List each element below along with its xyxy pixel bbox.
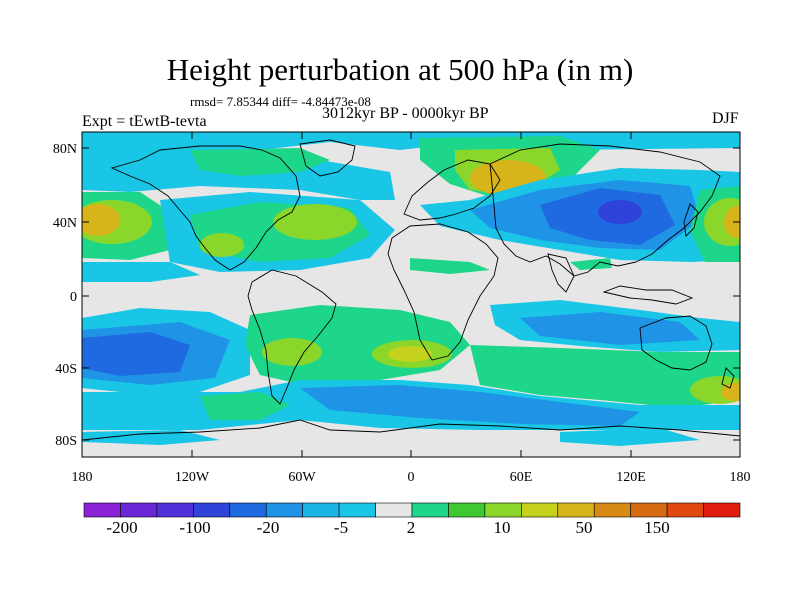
field-south-pacific-deep [82,332,190,376]
lon-tick-label: 60E [510,470,533,485]
colorbar-swatch [83,502,121,518]
figure-title: Height perturbation at 500 hPa (in m) [166,52,634,87]
field-sp-east-yellow [690,376,740,404]
field-antarctic-blue [82,430,220,445]
lat-tick-label: 80S [55,434,77,449]
colorbar-swatch [375,502,413,518]
field-asia-green [570,258,612,270]
lon-tick-label: 120W [175,470,210,485]
lat-tick-label: 40S [55,362,77,377]
colorbar-label: -5 [334,518,348,537]
latitude-axis: 80N 40N 0 40S 80S [53,142,740,449]
field-south-atlantic-green [200,392,290,420]
coast-japan [683,203,699,237]
experiment-label: Expt = tEwtB-tevta [82,113,207,130]
lat-tick-label: 40N [53,216,77,231]
lon-tick-label: 120E [616,470,646,485]
field-atlantic-yellow-west [200,233,244,257]
field-indian-blue [520,312,700,345]
colorbar-swatch [448,502,486,518]
colorbar-swatch [411,502,449,518]
longitude-axis: 180 120W 60W 0 60E 120E 180 [72,132,751,485]
colorbar-swatch [557,502,595,518]
coast-new-zealand [721,367,735,389]
coast-north-america [110,145,301,271]
coast-australia [639,315,713,371]
field-pacific-west-orange [82,204,120,236]
season-label: DJF [712,110,739,127]
colorbar-swatch [484,502,522,518]
field-canada-green [190,148,330,176]
field-south-indian-green [470,345,740,408]
colorbar-label: 150 [644,518,670,537]
colorbar-swatch [229,502,267,518]
coast-antarctica [82,419,740,441]
field-sp-east-orange [721,383,740,401]
colorbar-label: 50 [576,518,593,537]
colorbar-swatch [703,502,741,518]
lat-tick-label: 0 [70,290,77,305]
lon-tick-label: 180 [730,470,751,485]
rmsd-label: rmsd= 7.85344 diff= -4.84473e-08 [190,94,371,109]
colorbar-label: -100 [179,518,210,537]
coast-africa [387,223,499,361]
lat-tick-label: 80N [53,142,77,157]
field-southern-ocean-blue [300,385,640,426]
lon-tick-label: 60W [288,470,316,485]
colorbar-swatch [120,502,158,518]
colorbar [83,502,741,518]
lon-tick-label: 180 [72,470,93,485]
field-tropical-pacific-blue [82,262,200,282]
coastlines [82,139,740,441]
period-label: 3012kyr BP - 0000kyr BP [322,105,489,122]
colorbar-labels: -200 -100 -20 -5 2 10 50 150 [106,518,669,537]
coast-asia [489,143,721,277]
colorbar-label: -200 [106,518,137,537]
coast-europe [403,159,501,221]
colorbar-swatch [156,502,194,518]
colorbar-swatch [666,502,704,518]
field-africa-green [410,258,490,274]
field-atlantic-yellow [273,204,357,240]
colorbar-swatch [302,502,340,518]
field-sa-yellow [262,338,322,366]
coast-south-america [247,269,337,405]
field-antarctic-blue2 [560,428,700,446]
coast-indonesia [602,285,694,305]
colorbar-swatch [193,502,231,518]
coast-greenland [299,139,356,177]
colorbar-swatch [521,502,559,518]
colorbar-swatch [338,502,376,518]
colorbar-swatch [265,502,303,518]
coast-india [547,253,575,293]
colorbar-label: -20 [257,518,280,537]
colorbar-label: 2 [407,518,416,537]
field-layer [82,132,740,457]
field-atlantic-south-yellow2 [388,346,432,362]
lon-tick-label: 0 [408,470,415,485]
colorbar-swatch [593,502,631,518]
colorbar-label: 10 [494,518,511,537]
field-eurasia-navy [598,200,642,224]
field-pacific-east-orange [724,206,740,238]
colorbar-swatch [630,502,668,518]
